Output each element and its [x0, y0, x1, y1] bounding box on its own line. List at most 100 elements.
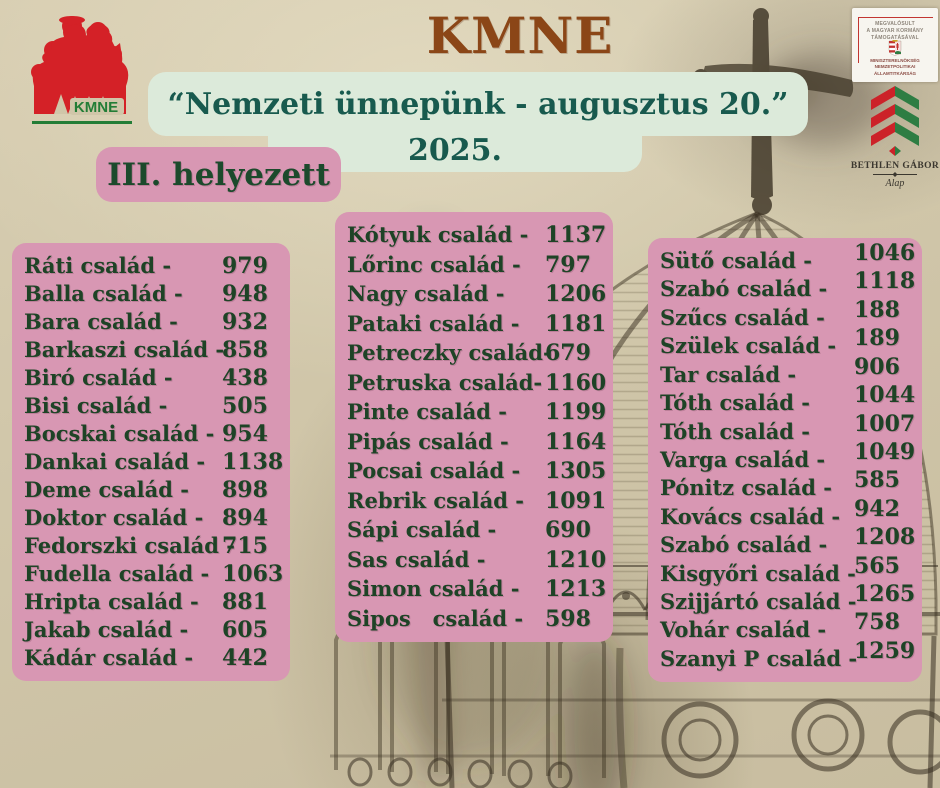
family-score: 942 — [854, 495, 900, 522]
family-row: Kótyuk család - 1137 — [347, 222, 607, 248]
event-subtitle: “Nemzeti ünnepünk - augusztus 20.” — [148, 72, 808, 136]
family-name: Pónitz család - — [660, 475, 832, 501]
family-name: Pataki család - — [347, 310, 520, 336]
family-row: Szűcs család - 188 — [660, 297, 910, 331]
family-score: 715 — [222, 533, 268, 559]
family-row: Doktor család - 894 — [24, 505, 278, 531]
family-score: 758 — [854, 609, 900, 636]
family-row: Bisi család - 505 — [24, 393, 278, 419]
family-row: Sipos család - 598 — [347, 606, 601, 632]
kmne-family-logo: KMNE — [31, 16, 132, 124]
family-row: Nagy család - 1206 — [347, 281, 607, 308]
family-row: Pinte család - 1199 — [347, 399, 606, 425]
family-score: 1160 — [545, 369, 607, 396]
family-name: Petruska család- — [347, 369, 543, 395]
family-row: Pónitz család - 585 — [660, 467, 910, 501]
family-name: Szanyi P család - — [660, 645, 858, 671]
family-score: 948 — [222, 281, 268, 307]
family-row: Kádár család - 442 — [24, 645, 278, 671]
family-score: 565 — [854, 552, 900, 579]
family-score: 679 — [545, 340, 591, 367]
family-row: Sütő család - 1046 — [660, 240, 915, 274]
family-score: 1265 — [854, 581, 916, 608]
family-name: Tóth család - — [660, 418, 811, 444]
family-score: 1259 — [854, 637, 916, 664]
bga-logo-sub: Alap — [885, 178, 905, 189]
family-name: Lőrinc család - — [347, 251, 521, 277]
family-name: Pinte család - — [347, 399, 507, 425]
government-support-logo: MEGVALÓSULT A MAGYAR KORMÁNY TÁMOGATÁSÁV… — [852, 8, 938, 82]
family-score: 898 — [222, 477, 268, 503]
family-row: Jakab család - 605 — [24, 617, 278, 643]
family-score: 442 — [222, 645, 268, 671]
family-name: Tóth család - — [660, 390, 811, 416]
family-score: 1213 — [545, 576, 607, 603]
family-name: Jakab család - — [24, 617, 189, 642]
family-name: Pocsai család - — [347, 458, 521, 484]
bga-logo-name: BETHLEN GÁBOR — [850, 161, 940, 171]
family-name: Deme család - — [24, 477, 189, 502]
family-row: Balla család - 948 — [24, 281, 278, 307]
family-name: Ráti család - — [24, 253, 172, 278]
family-row: Lőrinc család - 797 — [347, 252, 601, 278]
family-name: Balla család - — [24, 281, 183, 306]
gov-logo-line: MEGVALÓSULT — [875, 21, 915, 27]
logo-frame-line — [858, 17, 859, 63]
results-column-1: Ráti család - 979 Balla család - 948 Bar… — [12, 243, 290, 681]
family-score: 979 — [222, 253, 268, 279]
family-row: Petruska család- 1160 — [347, 369, 607, 396]
kmne-logo-label: KMNE — [74, 99, 118, 116]
family-score: 188 — [854, 296, 900, 323]
family-name: Kisgyőri család - — [660, 560, 856, 586]
gov-logo-line: NEMZETPOLITIKAI ÁLLAMTITKÁRSÁG — [874, 64, 916, 76]
family-score: 1210 — [545, 546, 607, 573]
family-name: Tar család - — [660, 361, 797, 387]
family-row: Ráti család - 979 — [24, 253, 278, 279]
family-score: 1063 — [222, 561, 284, 587]
family-name: Bisi család - — [24, 393, 168, 418]
results-column-3: Sütő család - 1046 Szabó család - 1118 S… — [648, 238, 922, 682]
family-score: 858 — [222, 337, 268, 363]
family-score: 585 — [854, 467, 900, 494]
family-score: 1206 — [545, 281, 607, 308]
family-score: 906 — [854, 353, 900, 380]
family-name: Varga család - — [660, 446, 826, 472]
family-row: Simon család - 1213 — [347, 576, 607, 603]
family-name: Sápi család - — [347, 517, 497, 543]
family-name: Sütő család - — [660, 248, 812, 273]
family-name: Dankai család - — [24, 449, 206, 474]
family-row: Sas család - 1210 — [347, 546, 607, 573]
family-row: Bara család - 932 — [24, 309, 278, 335]
family-name: Doktor család - — [24, 505, 204, 530]
family-score: 1164 — [545, 428, 607, 455]
family-name: Szülek család - — [660, 333, 837, 359]
family-row: Bocskai család - 954 — [24, 421, 278, 447]
gov-logo-line: MINISZTERELNÖKSÉG — [870, 58, 920, 64]
family-score: 954 — [222, 421, 268, 447]
rank-badge: III. helyezett — [96, 147, 341, 202]
family-name: Hripta család - — [24, 589, 199, 614]
family-row: Dankai család - 1138 — [24, 449, 284, 475]
family-row: Fudella család - 1063 — [24, 561, 284, 587]
family-row: Tóth család - 1007 — [660, 411, 915, 445]
family-score: 894 — [222, 505, 268, 531]
family-score: 598 — [545, 605, 591, 632]
logo-frame-line — [858, 17, 933, 18]
family-name: Kovács család - — [660, 503, 841, 529]
family-score: 1137 — [545, 222, 607, 248]
family-score: 1138 — [222, 449, 284, 475]
family-row: Szabó család - 1118 — [660, 268, 915, 302]
family-name: Biró család - — [24, 365, 173, 390]
family-score: 1046 — [854, 240, 916, 266]
family-name: Fudella család - — [24, 561, 210, 586]
family-row: Pocsai család - 1305 — [347, 458, 606, 484]
family-score: 690 — [545, 517, 591, 544]
family-row: Kovács család - 942 — [660, 496, 910, 530]
family-row: Varga család - 1049 — [660, 439, 915, 473]
results-column-2: Kótyuk család - 1137 Lőrinc család - 797… — [335, 212, 613, 642]
family-row: Kisgyőri család - 565 — [660, 553, 910, 587]
family-name: Barkaszi család - — [24, 337, 225, 362]
family-score: 189 — [854, 325, 900, 352]
family-name: Petreczky család- — [347, 340, 552, 366]
